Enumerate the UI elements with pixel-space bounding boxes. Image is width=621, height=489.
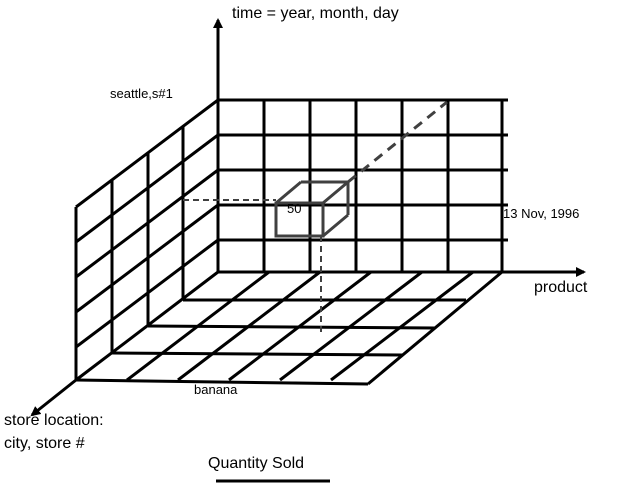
store-location-axis (30, 378, 77, 417)
highlighted-cell (274, 180, 350, 238)
store-label: seattle,s#1 (110, 86, 173, 101)
product-label: banana (194, 382, 238, 397)
measure-label: Quantity Sold (208, 455, 304, 472)
projection-line-to-back (347, 100, 448, 184)
projection-lines (183, 199, 322, 335)
back-wall-grid (216, 98, 508, 274)
store-location-axis-label-line1: store location: (4, 412, 104, 429)
time-axis-label: time = year, month, day (232, 5, 399, 22)
date-label: 13 Nov, 1996 (503, 206, 579, 221)
axes (30, 18, 586, 417)
left-wall-grid (74, 98, 219, 380)
cell-value: 50 (287, 201, 301, 216)
store-location-axis-label-line2: city, store # (4, 435, 85, 452)
product-axis-label: product (534, 279, 588, 296)
floor-grid (75, 270, 503, 386)
